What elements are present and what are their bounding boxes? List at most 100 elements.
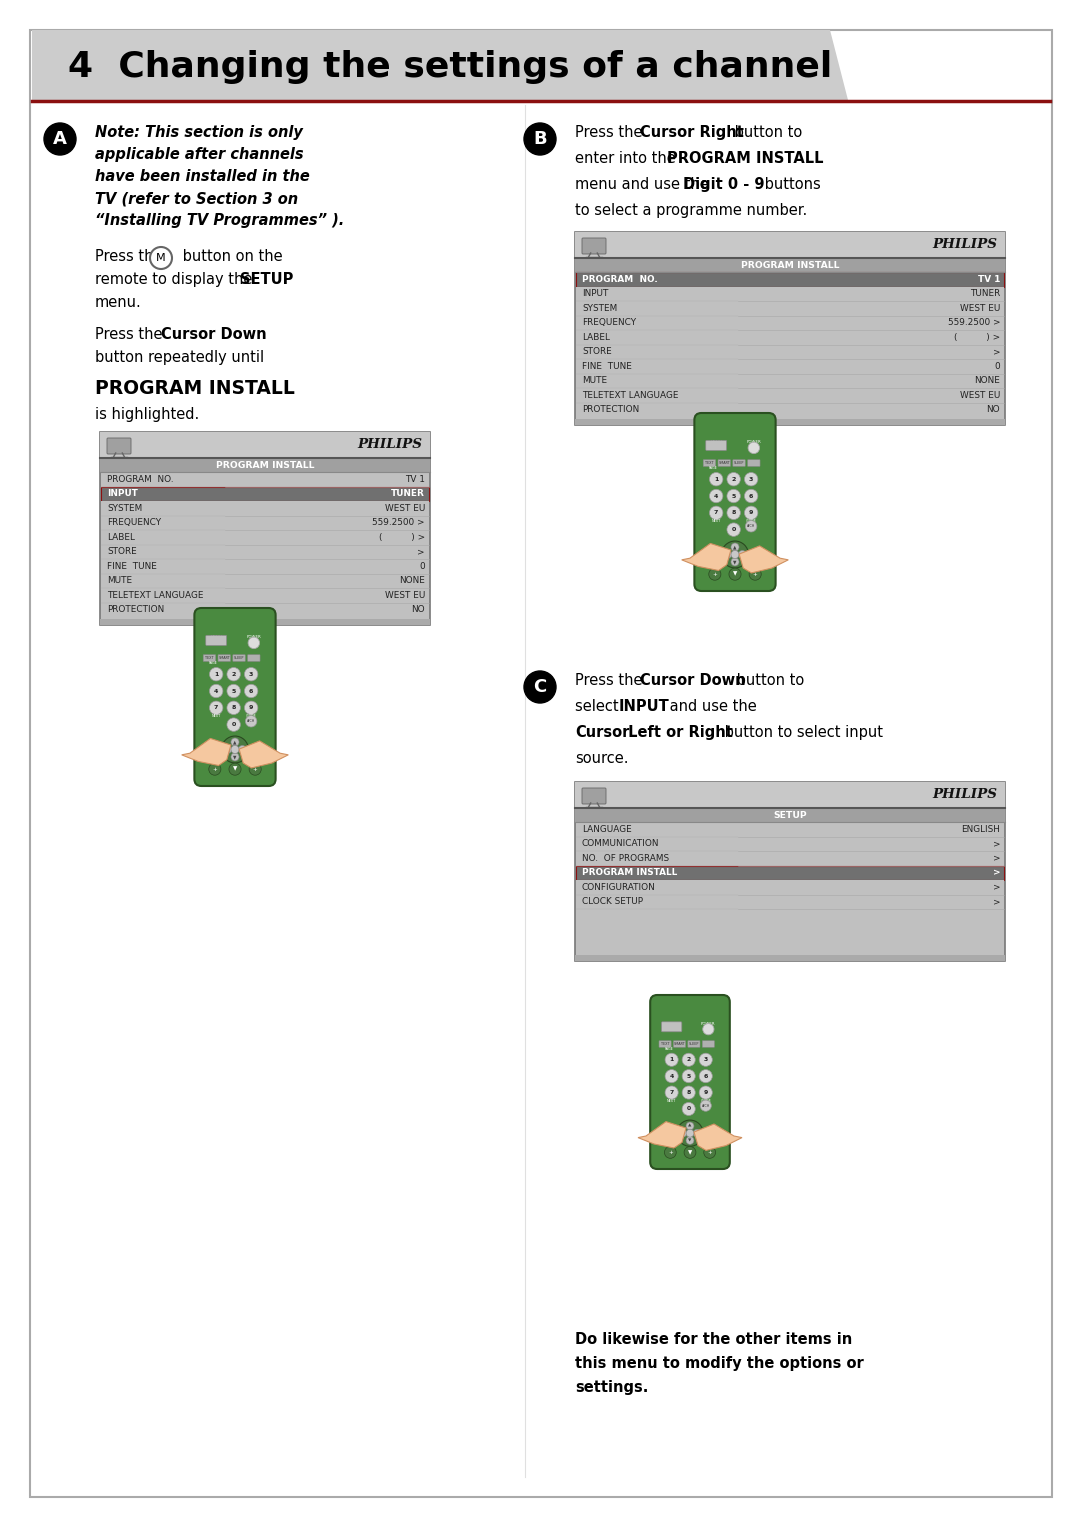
Text: 1: 1 [670, 1057, 674, 1063]
Circle shape [744, 505, 758, 519]
Text: PROGRAM INSTALL: PROGRAM INSTALL [667, 151, 824, 166]
Bar [576, 924, 1004, 938]
Circle shape [227, 718, 241, 731]
Circle shape [245, 716, 257, 727]
Circle shape [664, 1147, 676, 1159]
Text: NO.  OF PROGRAMS: NO. OF PROGRAMS [582, 854, 670, 863]
Circle shape [231, 745, 239, 753]
Text: button to select input: button to select input [720, 725, 883, 741]
Bar [576, 316, 1004, 330]
Text: GUIDE: GUIDE [746, 519, 756, 524]
Text: >: > [993, 898, 1000, 906]
Circle shape [221, 736, 248, 764]
Circle shape [693, 1130, 701, 1138]
Text: have been installed in the: have been installed in the [95, 169, 310, 183]
Text: LANGUAGE: LANGUAGE [582, 825, 632, 834]
Text: 0: 0 [231, 722, 235, 727]
Text: 9: 9 [249, 705, 254, 710]
Text: menu.: menu. [95, 295, 141, 310]
Bar [576, 851, 1004, 866]
Bar [576, 880, 1004, 895]
Bar [102, 516, 429, 530]
Text: 0: 0 [419, 562, 426, 571]
Text: Do likewise for the other items in: Do likewise for the other items in [575, 1332, 852, 1347]
Text: FREQUENCY: FREQUENCY [582, 318, 636, 327]
Bar [102, 501, 429, 516]
Circle shape [724, 550, 731, 559]
Text: TEXT: TEXT [205, 657, 214, 660]
FancyBboxPatch shape [705, 440, 727, 450]
Text: C: C [534, 678, 546, 695]
Polygon shape [181, 739, 231, 765]
Circle shape [683, 1054, 696, 1066]
Text: POWER: POWER [746, 440, 761, 444]
Text: 8: 8 [231, 705, 235, 710]
Text: Press the: Press the [575, 125, 647, 140]
Text: SYSTEM: SYSTEM [107, 504, 143, 513]
Text: 1: 1 [214, 672, 218, 676]
Text: NO: NO [986, 405, 1000, 414]
Circle shape [224, 745, 231, 753]
Circle shape [686, 1122, 694, 1130]
Text: MENU: MENU [211, 635, 222, 640]
Text: button to: button to [730, 125, 802, 140]
Circle shape [721, 541, 748, 568]
Text: PAGE: PAGE [664, 1048, 674, 1051]
Text: Cursor: Cursor [575, 725, 630, 741]
Text: 2: 2 [687, 1057, 691, 1063]
Text: ENGLISH: ENGLISH [961, 825, 1000, 834]
Bar [102, 545, 429, 559]
Text: PHILIPS: PHILIPS [932, 788, 997, 802]
Circle shape [665, 1086, 678, 1099]
Text: PROGRAM INSTALL: PROGRAM INSTALL [95, 379, 295, 399]
Circle shape [677, 1121, 703, 1147]
Text: WEST EU: WEST EU [384, 591, 426, 600]
Text: 0: 0 [995, 362, 1000, 371]
Circle shape [229, 764, 241, 776]
Text: FINE  TUNE: FINE TUNE [107, 562, 157, 571]
Text: WEST EU: WEST EU [960, 304, 1000, 313]
Text: select: select [575, 699, 623, 715]
FancyBboxPatch shape [203, 655, 216, 661]
Text: 4  Changing the settings of a channel: 4 Changing the settings of a channel [68, 50, 833, 84]
Text: PROGRAM  NO.: PROGRAM NO. [107, 475, 174, 484]
Text: SLEEP: SLEEP [234, 657, 244, 660]
Text: SMART: SMART [674, 1041, 686, 1046]
Circle shape [524, 124, 556, 156]
Text: PROTECTION: PROTECTION [582, 405, 639, 414]
Text: PROGRAM  NO.: PROGRAM NO. [582, 275, 658, 284]
Text: MENU: MENU [665, 1022, 677, 1026]
Circle shape [710, 489, 723, 502]
Polygon shape [681, 544, 731, 571]
Circle shape [248, 637, 259, 649]
Text: PHILIPS: PHILIPS [357, 438, 422, 452]
Text: 5: 5 [731, 493, 735, 498]
Text: TELETEXT LANGUAGE: TELETEXT LANGUAGE [107, 591, 203, 600]
Bar [100, 432, 430, 625]
Bar [576, 330, 1004, 345]
Bar [575, 232, 1005, 258]
FancyBboxPatch shape [218, 655, 230, 661]
FancyBboxPatch shape [747, 460, 760, 466]
Text: STORE: STORE [582, 347, 611, 356]
Text: +: + [253, 767, 257, 771]
Circle shape [244, 667, 258, 681]
Text: Cursor Down: Cursor Down [640, 673, 745, 689]
Text: ◀: ◀ [726, 551, 729, 557]
Text: WEST EU: WEST EU [384, 504, 426, 513]
Text: INPUT: INPUT [619, 699, 670, 715]
Text: SETUP: SETUP [240, 272, 294, 287]
Text: 3: 3 [703, 1057, 707, 1063]
Text: buttons: buttons [760, 177, 821, 192]
Text: A: A [53, 130, 67, 148]
Circle shape [699, 1054, 713, 1066]
Text: 4: 4 [670, 1073, 674, 1078]
Text: FINE  TUNE: FINE TUNE [582, 362, 632, 371]
Bar [576, 374, 1004, 388]
FancyBboxPatch shape [694, 412, 775, 591]
Text: ▼: ▼ [688, 1150, 692, 1154]
Text: 1: 1 [714, 476, 718, 481]
Bar [576, 359, 1004, 374]
Text: A/CH: A/CH [702, 1104, 710, 1107]
Text: MUTE: MUTE [582, 376, 607, 385]
